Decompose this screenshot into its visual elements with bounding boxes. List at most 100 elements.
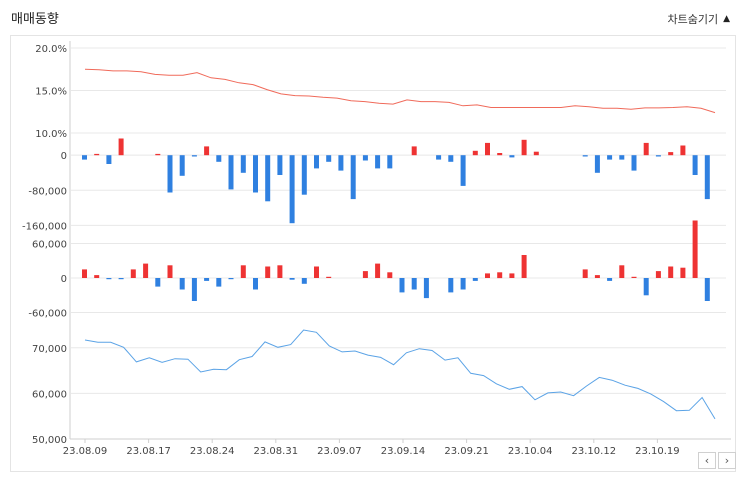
- bar: [582, 269, 588, 278]
- bar: [594, 155, 600, 173]
- bar: [240, 155, 246, 173]
- bar: [216, 155, 222, 162]
- bar: [216, 278, 222, 287]
- bar: [82, 155, 87, 160]
- bar: [411, 146, 417, 156]
- bar: [277, 155, 283, 175]
- x-tick-label: 23.08.31: [254, 446, 299, 457]
- x-tick-label: 23.08.09: [63, 446, 108, 457]
- y-tick-label: 10.0%: [35, 129, 67, 140]
- bar: [509, 155, 515, 158]
- bar: [655, 155, 661, 157]
- bar: [118, 138, 124, 156]
- bar: [106, 155, 112, 164]
- bar: [631, 155, 637, 171]
- y-tick-label: 50,000: [32, 435, 67, 446]
- bar: [643, 278, 649, 296]
- y-tick-label: -80,000: [28, 186, 67, 197]
- bar: [326, 155, 332, 162]
- bar: [326, 276, 332, 278]
- x-tick-label: 23.08.24: [190, 446, 235, 457]
- bar: [387, 272, 393, 279]
- bar: [533, 151, 539, 156]
- x-tick-label: 23.10.12: [572, 446, 617, 457]
- bar: [130, 269, 136, 278]
- bar: [289, 155, 295, 224]
- bar: [191, 155, 197, 157]
- x-tick-label: 23.10.19: [635, 446, 680, 457]
- y-tick-label: 60,000: [32, 240, 67, 251]
- section-title: 매매동향: [11, 12, 59, 27]
- bar: [485, 273, 490, 278]
- bar: [301, 155, 307, 195]
- y-tick-label: 70,000: [32, 344, 67, 355]
- bar: [375, 263, 381, 278]
- bar: [253, 155, 258, 193]
- bar: [179, 155, 185, 176]
- bar: [387, 155, 393, 169]
- bar: [167, 155, 173, 193]
- bar: [155, 278, 161, 287]
- bar: [680, 267, 686, 278]
- bar: [191, 278, 197, 301]
- bar: [301, 278, 307, 284]
- bar: [643, 142, 649, 156]
- bar: [594, 275, 600, 278]
- bar: [375, 155, 381, 169]
- bar: [118, 278, 124, 280]
- bar: [265, 155, 271, 202]
- x-tick-label: 23.09.14: [381, 446, 426, 457]
- bar: [253, 278, 258, 290]
- bar: [619, 265, 625, 278]
- bar: [655, 271, 661, 278]
- bar: [277, 265, 283, 278]
- y-tick-label: 60,000: [32, 389, 67, 400]
- bar: [631, 276, 637, 278]
- chevron-right-icon: ›: [724, 454, 730, 467]
- bar: [704, 155, 710, 200]
- bar: [94, 153, 100, 156]
- bar: [448, 155, 454, 162]
- y-tick-label: 0: [61, 274, 67, 285]
- ratio-series-line: [84, 68, 716, 114]
- bar: [607, 155, 613, 160]
- bar: [668, 152, 674, 156]
- trading-trend-chart: 20.0% 15.0% 10.0% 0 -80,000 -160,000 60,000 0 -6…: [22, 41, 731, 457]
- bar: [521, 139, 527, 156]
- bar: [204, 146, 210, 156]
- bar: [350, 155, 356, 200]
- y-tick-label: -160,000: [22, 221, 67, 232]
- bar: [619, 155, 625, 160]
- bar: [509, 273, 515, 278]
- bar: [82, 269, 87, 278]
- bar: [497, 272, 503, 279]
- chart-area: 20.0% 15.0% 10.0% 0 -80,000 -160,000 60,000 0 -6…: [10, 35, 736, 472]
- bar: [362, 271, 368, 278]
- bar: [94, 275, 100, 278]
- bar: [314, 155, 319, 169]
- chevron-left-icon: ‹: [704, 454, 710, 467]
- next-page-button[interactable]: ›: [718, 452, 736, 469]
- triangle-up-icon: ▲: [723, 14, 730, 24]
- bar: [423, 278, 429, 299]
- bar: [448, 278, 454, 293]
- bar: [106, 278, 112, 280]
- bar: [228, 155, 234, 190]
- bar: [167, 265, 173, 278]
- bar: [692, 155, 698, 175]
- bar: [472, 278, 478, 281]
- bar: [436, 155, 442, 160]
- bar: [240, 265, 246, 278]
- bar: [680, 145, 686, 156]
- bar: [338, 155, 344, 171]
- bar: [289, 278, 295, 280]
- bar: [155, 153, 161, 156]
- x-tick-label: 23.10.04: [508, 446, 553, 457]
- bar: [314, 266, 319, 278]
- bar: [204, 278, 210, 281]
- bar: [521, 255, 527, 278]
- hide-chart-toggle[interactable]: 차트숨기기 ▲: [667, 11, 730, 27]
- x-tick-label: 23.08.17: [126, 446, 171, 457]
- y-tick-label: 15.0%: [35, 87, 67, 98]
- prev-page-button[interactable]: ‹: [698, 452, 716, 469]
